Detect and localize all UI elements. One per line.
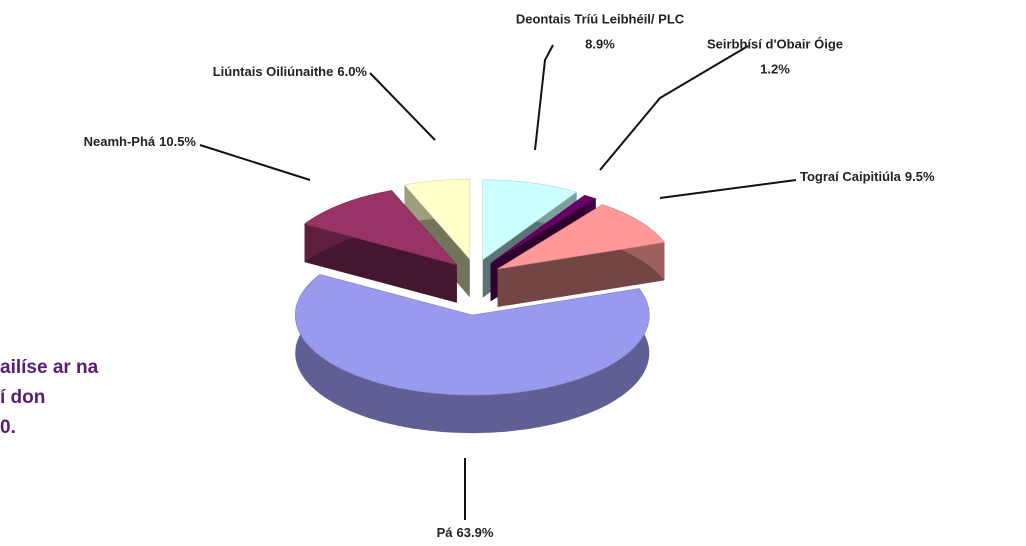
data-label: Tograí Caipitiúla 9.5% [800, 169, 935, 184]
value-label: 63.9% [457, 525, 494, 540]
category-label: Pá [437, 525, 454, 540]
leader-line [369, 72, 436, 141]
side-text: í don [0, 387, 45, 408]
side-text: ailíse ar na [0, 357, 99, 378]
value-label: 10.5% [159, 134, 196, 149]
slice-top [295, 274, 650, 396]
category-label: Seirbhísí d'Obair Óige [707, 36, 843, 51]
slice-top [404, 178, 471, 260]
slice-side [295, 274, 650, 434]
data-label: Pá 63.9% [437, 525, 494, 540]
slice [295, 274, 650, 434]
data-label: Neamh-Phá 10.5% [84, 134, 197, 149]
slice-wall [497, 242, 665, 307]
value-label: 9.5% [905, 169, 935, 184]
category-label: Tograí Caipitiúla [800, 169, 902, 184]
slice-top [303, 190, 458, 266]
data-label: Liúntais Oiliúnaithe 6.0% [213, 64, 368, 79]
side-text: 0. [0, 417, 16, 438]
category-label: Liúntais Oiliúnaithe [213, 64, 334, 79]
leader-line [599, 45, 749, 171]
value-label: 8.9% [585, 36, 615, 51]
leader-line [659, 179, 797, 199]
slice [303, 190, 458, 303]
value-label: 1.2% [760, 61, 790, 76]
category-label: Deontais Tríú Leibhéil/ PLC [516, 11, 685, 26]
slice-top [490, 194, 597, 264]
slice-wall [304, 224, 457, 303]
slice [497, 204, 665, 307]
value-label: 6.0% [337, 64, 367, 79]
leader-line [199, 144, 311, 181]
slice-top [497, 204, 665, 270]
leader-line [534, 44, 554, 151]
category-label: Neamh-Phá [84, 134, 156, 149]
slice-top [482, 179, 578, 261]
